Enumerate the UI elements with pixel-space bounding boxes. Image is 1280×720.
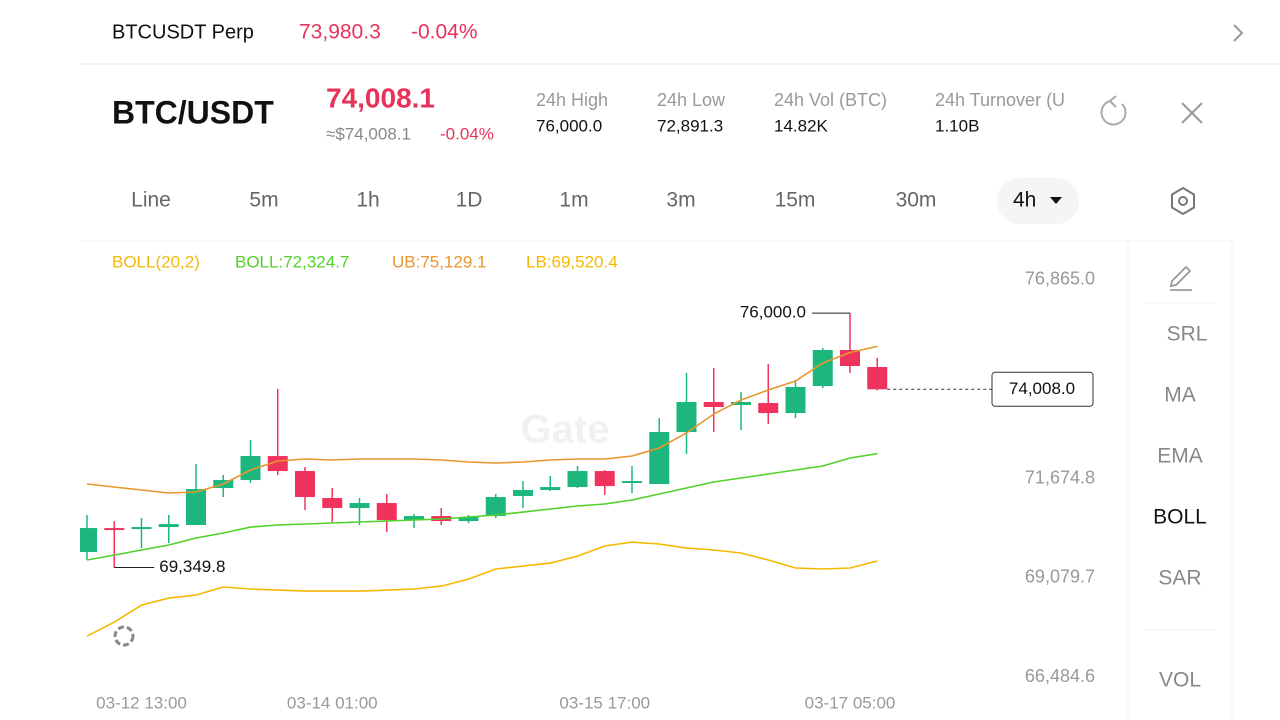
indicator[interactable]: SAR — [1158, 567, 1201, 590]
timeframe[interactable]: 1m — [559, 189, 588, 212]
stat-label: 24h Turnover (U — [935, 90, 1065, 110]
annotation-label: 69,349.8 — [159, 557, 225, 576]
stat-value: 76,000.0 — [536, 116, 602, 135]
last-price: 74,008.1 — [326, 82, 435, 113]
candle-body — [703, 402, 724, 408]
x-tick-label: 03-15 17:00 — [559, 693, 650, 712]
y-tick-label: 71,674.8 — [1025, 467, 1095, 487]
x-tick-label: 03-14 01:00 — [287, 693, 378, 712]
y-tick-label: 66,484.6 — [1025, 666, 1095, 686]
x-tick-label: 03-12 13:00 — [96, 693, 187, 712]
candle-body — [731, 402, 751, 405]
candle-body — [404, 516, 424, 521]
pair: BTC/USDT — [112, 94, 274, 130]
close-icon[interactable] — [1181, 102, 1203, 124]
stat-label: 24h Vol (BTC) — [774, 90, 887, 110]
indicator[interactable]: EMA — [1157, 445, 1203, 468]
chevron[interactable] — [1233, 24, 1244, 42]
candle-body — [267, 456, 288, 472]
price-label: 74,008.0 — [1009, 379, 1075, 398]
stat-value: 1.10B — [935, 116, 979, 135]
candle-body — [376, 503, 397, 521]
legend-entry: UB:75,129.1 — [392, 252, 487, 271]
boll-line — [86, 452, 878, 561]
candle-body — [812, 350, 833, 387]
timeframe[interactable]: 1D — [456, 189, 483, 212]
symbol[interactable]: BTCUSDT Perp — [112, 21, 254, 43]
indicators: SRL MA EMA BOLL SAR VOL — [1153, 323, 1207, 692]
approx-price: ≈$74,008.1 — [326, 124, 411, 143]
stat-value: 14.82K — [774, 116, 829, 135]
candle-body — [104, 528, 125, 531]
stat-label: 24h High — [536, 90, 608, 110]
candle-body — [131, 527, 152, 530]
indicator[interactable]: SRL — [1167, 323, 1208, 346]
settings-icon[interactable] — [1171, 186, 1195, 216]
timeframe[interactable]: 3m — [666, 189, 695, 212]
candle-body — [594, 471, 615, 487]
candle-body — [867, 367, 888, 390]
axes: 76,865.0 71,674.8 69,079.7 66,484.6 03-12 13… — [96, 269, 1095, 713]
selected-pill — [997, 178, 1079, 224]
x-tick-label: 03-17 05:00 — [805, 693, 896, 712]
candle-body — [158, 524, 179, 528]
timeframe[interactable]: 30m — [896, 189, 937, 212]
candle-body — [540, 487, 561, 491]
dropdown-arrow[interactable] — [1050, 197, 1062, 204]
candle-body — [758, 403, 779, 414]
candle-body — [649, 432, 670, 485]
candle-body — [622, 481, 642, 484]
stats: 24h High 76,000.0 24h Low 72,891.3 24h Vol (… — [536, 90, 1065, 136]
timeframes: Line 5m 1h 1D 1m 3m 15m 30m 4h — [131, 189, 1036, 212]
timeframe[interactable]: Line — [131, 189, 171, 212]
boll-line — [86, 345, 878, 494]
candle-body — [567, 471, 588, 488]
candle-body — [80, 528, 97, 553]
timeframe[interactable]: 5m — [249, 189, 278, 212]
annotation-label: 76,000.0 — [740, 303, 806, 322]
indicator[interactable]: MA — [1164, 384, 1196, 407]
legend: BOLL:72,324.7 UB:75,129.1 LB:69,520.4 — [235, 252, 618, 271]
header-change: -0.04% — [440, 124, 494, 143]
legend-entry: LB:69,520.4 — [526, 252, 618, 271]
timeframe[interactable]: 15m — [775, 189, 816, 212]
timeframe[interactable]: 1h — [356, 189, 379, 212]
y-tick-label: 69,079.7 — [1025, 567, 1095, 587]
legend-entry: BOLL:72,324.7 — [235, 252, 349, 271]
stat-value: 72,891.3 — [657, 116, 723, 135]
stat-label: 24h Low — [657, 90, 726, 110]
candle-body — [295, 471, 315, 498]
candle-body — [785, 387, 806, 414]
boll-line — [86, 541, 878, 637]
perp-price: 73,980.3 — [299, 21, 381, 44]
candle-body — [513, 490, 533, 497]
logo-icon — [113, 625, 135, 647]
y-tick-label: 76,865.0 — [1025, 269, 1095, 289]
settings-icon-dot — [1178, 196, 1188, 206]
candle-body — [322, 498, 343, 509]
candle-body — [676, 402, 697, 433]
price-box — [991, 371, 1094, 407]
candle-body — [349, 503, 370, 509]
timeframe[interactable]: 4h — [1013, 189, 1036, 212]
perp-change: -0.04% — [411, 21, 478, 44]
plot — [80, 313, 888, 637]
candle-body — [186, 489, 206, 526]
indicator[interactable]: VOL — [1159, 669, 1201, 692]
indicator-label: BOLL(20,2) — [112, 252, 200, 271]
candle-body — [485, 497, 506, 517]
candle-body — [240, 456, 261, 481]
indicator[interactable]: BOLL — [1153, 506, 1207, 529]
watermark: Gate — [521, 408, 610, 452]
draw-icon[interactable] — [1169, 265, 1192, 291]
candle-body — [458, 517, 479, 522]
refresh-icon[interactable] — [1100, 95, 1127, 126]
